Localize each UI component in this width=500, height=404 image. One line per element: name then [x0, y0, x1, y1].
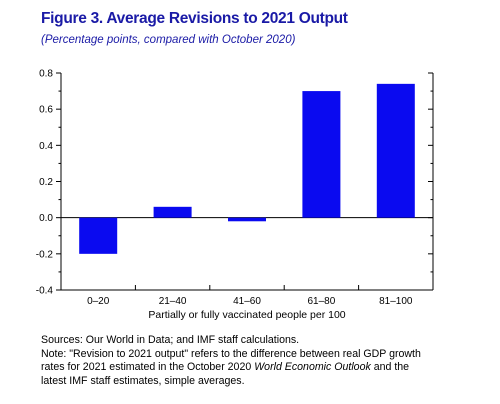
bar: [153, 206, 192, 218]
x-tick-label: 21–40: [159, 296, 187, 307]
note-line-1: Note: "Revision to 2021 output" refers t…: [41, 347, 421, 360]
x-tick-label: 0–20: [87, 296, 110, 307]
y-tick-label: 0.0: [39, 213, 53, 224]
note-line-3: latest IMF staff estimates, simple avera…: [41, 374, 245, 387]
chart-notes: Sources: Our World in Data; and IMF staf…: [41, 334, 481, 388]
note-line-2-pre: rates for 2021 estimated in the October …: [41, 361, 255, 373]
y-tick-label: 0.4: [39, 141, 53, 152]
chart-title: Figure 3. Average Revisions to 2021 Outp…: [41, 10, 348, 27]
y-tick-label: 0.6: [39, 105, 53, 116]
bar: [79, 217, 118, 254]
x-tick-label: 81–100: [379, 296, 413, 307]
y-tick-label: -0.4: [36, 286, 54, 297]
x-tick-label: 61–80: [307, 296, 335, 307]
y-tick-label: 0.8: [39, 69, 53, 80]
y-tick-label: -0.2: [36, 249, 54, 260]
x-tick-label: 41–60: [233, 296, 261, 307]
bar: [376, 83, 415, 218]
note-line-2: rates for 2021 estimated in the October …: [41, 361, 481, 375]
chart-subtitle: (Percentage points, compared with Octobe…: [41, 34, 296, 46]
chart-bars: [79, 83, 415, 254]
chart-axes: [56, 72, 434, 291]
bar: [302, 91, 341, 218]
chart-labels: -0.4 -0.2 0.0 0.2 0.4 0.6 0.8 0–20 21–40 41–60 61–…: [36, 69, 413, 322]
bar: [228, 217, 266, 222]
sources-note: Sources: Our World in Data; and IMF staf…: [41, 334, 300, 346]
bar-chart: -0.4 -0.2 0.0 0.2 0.4 0.6 0.8 0–20 21–40 41–60 61–…: [36, 69, 434, 322]
note-line-2-post: and the: [370, 361, 410, 373]
x-axis-label: Partially or fully vaccinated people per…: [148, 309, 345, 321]
y-tick-label: 0.2: [39, 177, 53, 188]
note-weo-title: World Economic Outlook: [254, 361, 371, 373]
